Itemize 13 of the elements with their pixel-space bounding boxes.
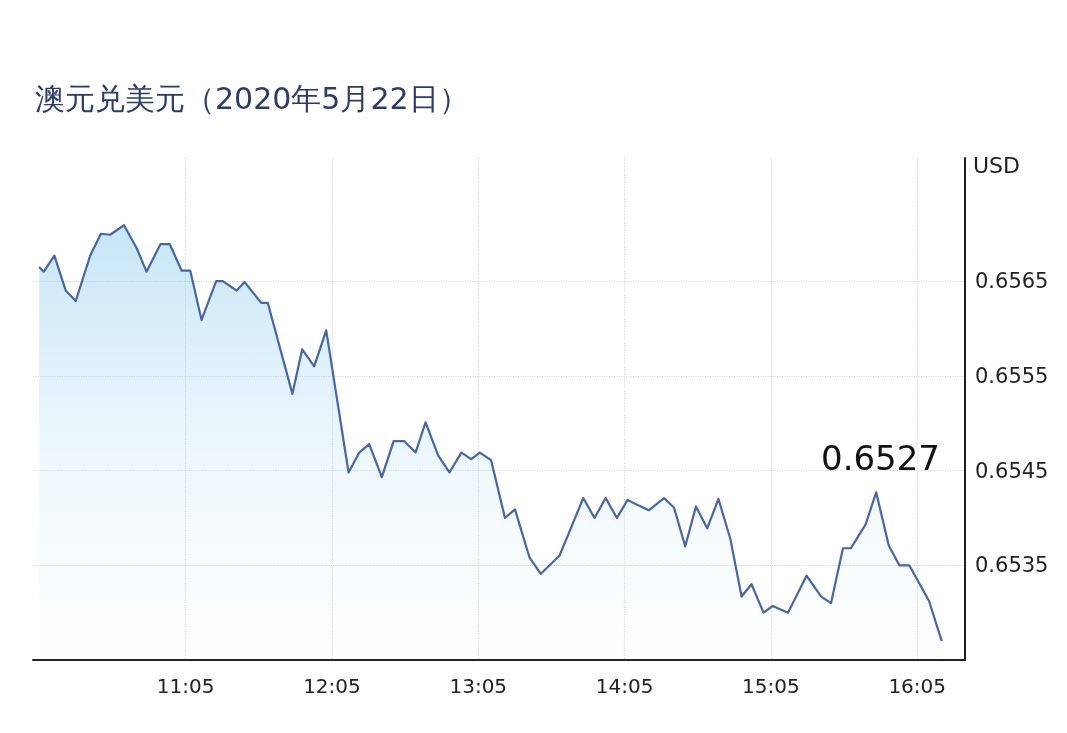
chart-title: 澳元兑美元（2020年5月22日） xyxy=(35,80,469,116)
x-tick-label: 14:05 xyxy=(595,674,654,698)
x-tick-label: 11:05 xyxy=(156,674,215,698)
y-axis-title: USD xyxy=(973,152,1021,178)
y-tick-label: 0.6565 xyxy=(975,269,1049,294)
x-tick-label: 16:05 xyxy=(888,674,947,698)
y-tick-label: 0.6555 xyxy=(975,363,1049,388)
annotation: 0.6527 xyxy=(821,438,940,478)
y-tick-label: 0.6535 xyxy=(975,553,1049,578)
y-tick-label: 0.6545 xyxy=(975,458,1049,483)
x-tick-label: 13:05 xyxy=(449,674,508,698)
x-tick-label: 12:05 xyxy=(303,674,361,698)
x-tick-label: 15:05 xyxy=(742,674,800,698)
